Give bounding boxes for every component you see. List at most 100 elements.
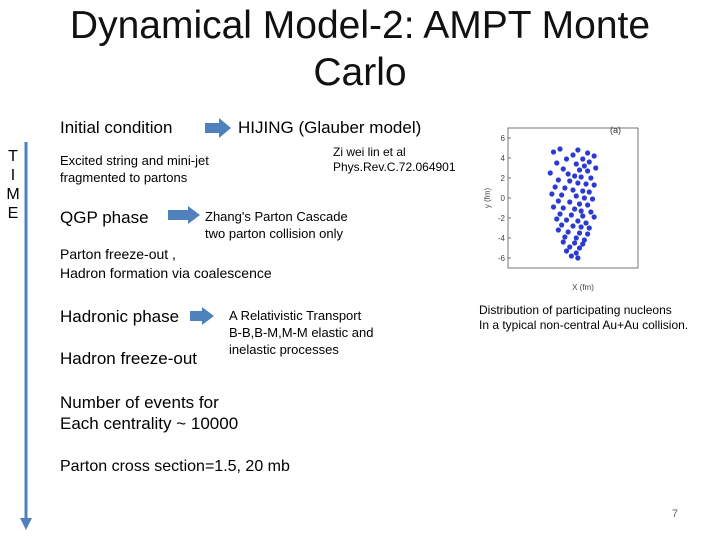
nucleon-point xyxy=(555,198,561,204)
nucleon-point xyxy=(563,217,570,223)
y-tick-label: -6 xyxy=(498,254,506,263)
time-letter-t: T xyxy=(8,148,18,165)
nucleon-point xyxy=(557,211,563,217)
nucleon-point xyxy=(589,196,596,202)
nucleon-point xyxy=(557,146,563,152)
nucleon-point xyxy=(567,199,573,205)
art-line: B-B,B-M,M-M elastic and xyxy=(229,325,374,340)
citation-line: Zi wei lin et al xyxy=(333,145,406,159)
nucleon-point xyxy=(562,234,568,240)
hadronic-phase-label: Hadronic phase xyxy=(60,307,180,326)
figure-caption-line: In a typical non-central Au+Au collision… xyxy=(479,318,689,332)
page-number: 7 xyxy=(671,508,678,520)
y-tick-label: 0 xyxy=(501,194,506,203)
nucleon-point xyxy=(549,191,555,197)
nucleon-point xyxy=(567,244,573,250)
nucleon-point xyxy=(578,224,584,230)
nucleon-point xyxy=(583,220,589,226)
time-letter-m: M xyxy=(6,186,20,203)
nucleon-point xyxy=(555,227,561,233)
nucleon-point xyxy=(575,218,581,224)
nucleon-point xyxy=(573,193,579,199)
nucleon-point xyxy=(570,187,576,193)
nucleon-point xyxy=(591,214,597,220)
cross-section-text: Parton cross section=1.5, 20 mb xyxy=(60,458,290,475)
y-tick-label: 6 xyxy=(501,134,506,143)
nucleon-point xyxy=(591,153,597,159)
hijing-label: HIJING (Glauber model) xyxy=(238,118,422,137)
nucleon-point xyxy=(576,245,583,251)
nucleon-point xyxy=(588,175,594,181)
citation-line: Phys.Rev.C.72.064901 xyxy=(333,160,456,174)
nucleon-point xyxy=(560,166,566,172)
y-tick-label: -2 xyxy=(498,214,506,223)
art-line: A Relativistic Transport xyxy=(229,308,362,323)
events-text: Number of events for Each centrality ~ 1… xyxy=(60,392,238,434)
nucleon-point xyxy=(585,150,591,156)
x-axis-label: X (fm) xyxy=(572,283,594,292)
nucleon-point xyxy=(585,168,591,174)
nucleon-point xyxy=(575,180,581,186)
figure-caption-line: Distribution of participating nucleons xyxy=(479,303,672,317)
nucleon-point xyxy=(555,177,561,183)
nucleon-point xyxy=(593,165,599,171)
nucleon-point xyxy=(572,206,578,212)
nucleon-point xyxy=(586,225,592,231)
nucleon-point xyxy=(554,160,560,166)
nucleon-point xyxy=(570,152,576,158)
nucleon-point xyxy=(576,230,583,236)
nucleon-point xyxy=(568,253,574,259)
nucleon-point xyxy=(572,173,578,179)
right-arrow-icon xyxy=(205,118,231,138)
nucleon-point xyxy=(547,170,553,176)
nucleon-point xyxy=(575,255,581,261)
initial-condition-label: Initial condition xyxy=(60,118,173,137)
right-arrow-icon xyxy=(168,206,200,224)
y-axis-label: y (fm) xyxy=(483,187,492,208)
time-letter-e: E xyxy=(7,205,19,222)
nucleon-point xyxy=(591,182,597,188)
nucleon-point xyxy=(575,147,581,153)
qgp-phase-label: QGP phase xyxy=(60,208,149,227)
nucleon-point xyxy=(550,204,557,210)
nucleon-point xyxy=(554,216,560,222)
y-tick-label: 2 xyxy=(501,174,506,183)
time-label: T I M E xyxy=(6,147,20,223)
plot-frame xyxy=(507,127,639,269)
excited-string-line: fragmented to partons xyxy=(60,170,188,185)
y-tick-label: 4 xyxy=(501,154,506,163)
parton-freezeout-text: Parton freeze-out , Hadron formation via… xyxy=(60,245,272,283)
nucleon-point xyxy=(563,156,570,162)
slide-title: Dynamical Model-2: AMPT Monte Carlo xyxy=(69,4,651,94)
citation: Zi wei lin et al Phys.Rev.C.72.064901 xyxy=(333,145,456,175)
nucleon-point xyxy=(573,235,579,241)
nucleon-point xyxy=(565,171,571,177)
nucleon-point xyxy=(578,174,584,180)
nucleon-point xyxy=(585,231,591,237)
zhang-line: two parton collision only xyxy=(205,226,344,241)
nucleon-point xyxy=(588,209,594,215)
nucleon-point xyxy=(559,192,565,198)
nucleon-point xyxy=(573,161,579,167)
art-model-text: A Relativistic Transport B-B,B-M,M-M ela… xyxy=(229,307,373,358)
nucleon-point xyxy=(583,181,589,187)
nucleon-point xyxy=(576,167,583,173)
nucleon-point xyxy=(552,184,558,190)
nucleon-point xyxy=(573,250,579,256)
nucleon-point xyxy=(585,202,591,208)
right-arrow-icon xyxy=(190,307,214,325)
nucleon-point xyxy=(580,156,586,162)
nucleon-point xyxy=(560,239,566,245)
nucleon-point xyxy=(581,237,587,243)
time-letter-i: I xyxy=(10,167,16,184)
nucleon-point xyxy=(562,185,568,191)
time-arrow-icon xyxy=(20,142,32,530)
nucleon-point xyxy=(578,208,584,214)
nucleon-point xyxy=(550,149,557,155)
nucleon-point xyxy=(576,201,583,207)
events-line: Each centrality ~ 10000 xyxy=(60,414,239,433)
nucleon-point xyxy=(560,205,566,211)
nucleon-point xyxy=(563,248,570,254)
figure-caption: Distribution of participating nucleons I… xyxy=(479,303,688,333)
nucleon-point xyxy=(570,223,576,229)
